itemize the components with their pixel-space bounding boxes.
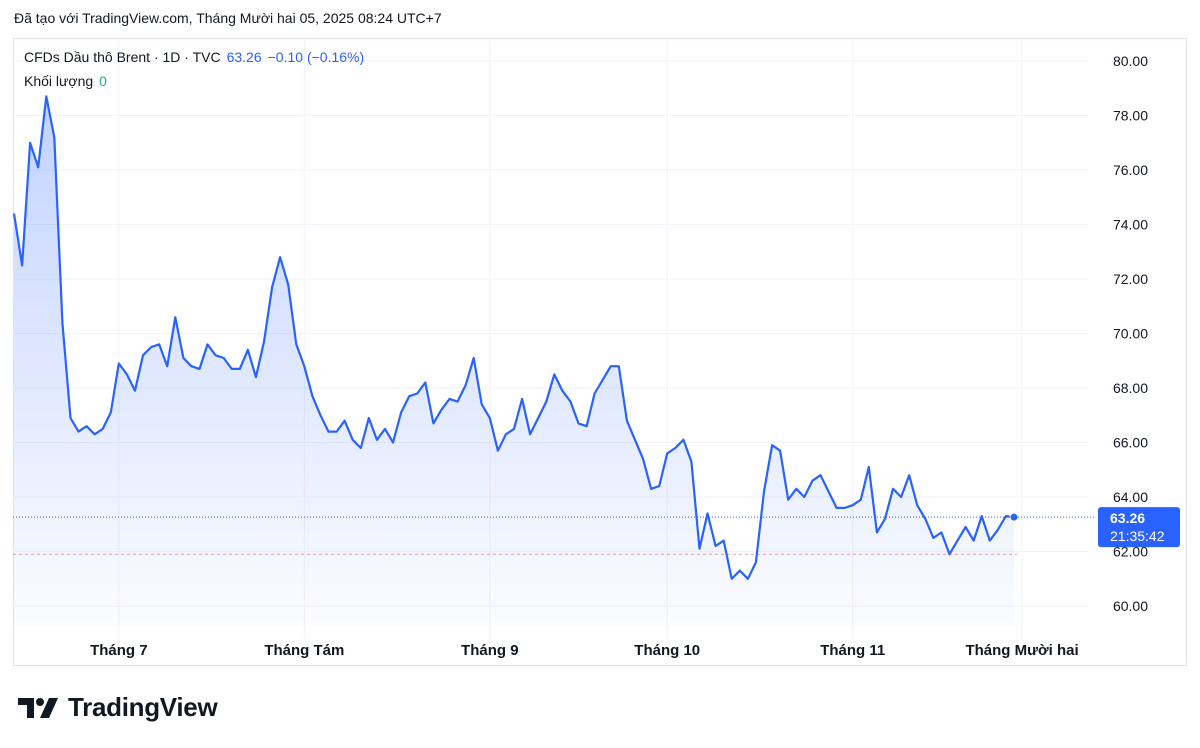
y-tick-label: 72.00 — [1113, 271, 1148, 287]
y-tick-label: 74.00 — [1113, 217, 1148, 233]
price-badge-value: 63.26 — [1110, 510, 1145, 526]
reference-lines — [13, 516, 1096, 555]
tradingview-brand[interactable]: TradingView — [16, 692, 218, 723]
y-tick-label: 66.00 — [1113, 435, 1148, 451]
symbol-label[interactable]: CFDs Dầu thô Brent · 1D · TVC — [24, 49, 221, 65]
chart-legend: CFDs Dầu thô Brent · 1D · TVC 63.26 −0.10 … — [24, 49, 364, 97]
x-tick-label: Tháng Mười hai — [965, 642, 1078, 659]
x-tick-label: Tháng 10 — [634, 642, 700, 659]
legend-volume-row: Khối lượng 0 — [24, 73, 364, 97]
area-fill — [14, 96, 1014, 626]
brand-name: TradingView — [68, 692, 218, 722]
area-fill-path — [14, 96, 1014, 626]
y-tick-label: 76.00 — [1113, 162, 1148, 178]
last-price: 63.26 — [226, 49, 262, 65]
x-tick-label: Tháng Tám — [264, 642, 344, 659]
price-line-path[interactable] — [12, 95, 1015, 580]
y-tick-label: 68.00 — [1113, 380, 1148, 396]
y-tick-label: 62.00 — [1113, 544, 1148, 560]
y-axis: 80.00 78.00 76.00 74.00 72.00 70.00 68.00 66.00… — [1113, 53, 1148, 614]
chart-created-caption: Đã tạo với TradingView.com, Tháng Mười h… — [14, 10, 442, 26]
y-tick-label: 64.00 — [1113, 489, 1148, 505]
price-badge-countdown: 21:35:42 — [1110, 528, 1165, 544]
last-point-marker — [1009, 512, 1019, 522]
y-tick-label: 78.00 — [1113, 108, 1148, 124]
chart-pane[interactable] — [13, 38, 1187, 666]
volume-label[interactable]: Khối lượng — [24, 73, 94, 89]
tradingview-logo-icon — [18, 697, 58, 718]
x-tick-label: Tháng 9 — [461, 642, 519, 659]
price-badge-box — [1098, 507, 1180, 548]
y-tick-label: 60.00 — [1113, 598, 1148, 614]
x-tick-label: Tháng 11 — [820, 642, 885, 659]
volume-value: 0 — [99, 73, 107, 89]
price-badge: 63.26 21:35:42 — [1098, 507, 1180, 548]
x-axis: Tháng 7 Tháng Tám Tháng 9 Tháng 10 Tháng 11 T… — [90, 642, 1079, 659]
x-tick-label: Tháng 7 — [90, 642, 148, 659]
y-tick-label: 80.00 — [1113, 53, 1148, 69]
legend-symbol-row: CFDs Dầu thô Brent · 1D · TVC 63.26 −0.10 … — [24, 49, 364, 73]
y-tick-label: 70.00 — [1113, 326, 1148, 342]
price-change: −0.10 (−0.16%) — [267, 49, 365, 65]
